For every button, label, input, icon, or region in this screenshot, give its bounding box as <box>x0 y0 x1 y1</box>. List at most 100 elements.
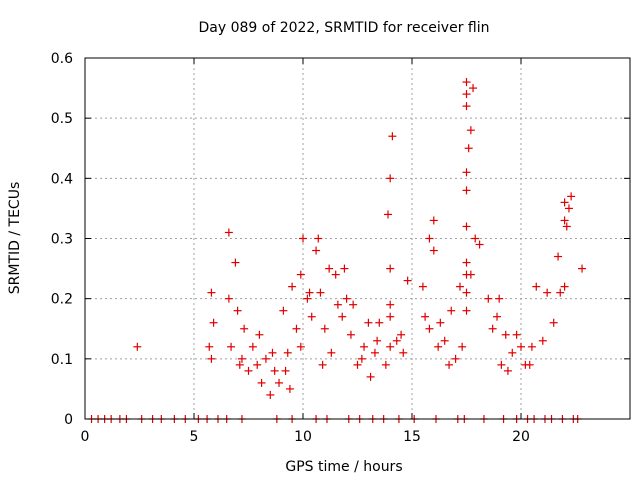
data-point <box>425 234 434 243</box>
data-point <box>462 186 471 195</box>
data-point <box>397 330 406 339</box>
data-point <box>392 336 401 345</box>
data-point <box>512 330 521 339</box>
data-point <box>466 270 475 279</box>
data-point <box>316 288 325 297</box>
data-point <box>253 360 262 369</box>
data-point <box>488 324 497 333</box>
data-point <box>133 342 142 351</box>
data-point <box>299 234 307 243</box>
y-tick-label: 0.4 <box>51 171 73 187</box>
y-axis-label: SRMTID / TECUs <box>7 182 23 295</box>
data-point <box>281 366 290 375</box>
data-points <box>87 78 587 423</box>
data-point <box>429 246 438 255</box>
data-point <box>325 264 334 273</box>
y-tick-label: 0.3 <box>51 232 73 248</box>
data-point <box>562 222 571 231</box>
data-point <box>255 330 264 339</box>
data-point <box>501 330 510 339</box>
data-point <box>447 306 456 315</box>
x-tick-label: 20 <box>512 429 530 445</box>
data-point <box>508 348 517 357</box>
data-point <box>209 318 218 327</box>
data-point <box>270 366 279 375</box>
data-point <box>279 306 288 315</box>
data-point <box>462 78 471 87</box>
data-point <box>421 312 430 321</box>
data-point <box>353 360 362 369</box>
data-point <box>331 270 340 279</box>
x-tick-label: 15 <box>403 429 421 445</box>
data-point <box>312 246 321 255</box>
data-point <box>578 264 587 273</box>
data-point <box>366 372 375 381</box>
data-point <box>340 264 349 273</box>
data-point <box>429 216 438 225</box>
data-point <box>303 294 312 303</box>
data-point <box>403 276 412 285</box>
data-point <box>469 84 478 93</box>
y-tick-label: 0.6 <box>51 51 73 67</box>
data-point <box>462 222 471 231</box>
data-point <box>338 312 347 321</box>
data-point <box>373 336 382 345</box>
data-point <box>386 174 395 183</box>
data-point <box>440 336 449 345</box>
data-point <box>364 318 373 327</box>
data-point <box>360 342 369 351</box>
data-point <box>357 354 366 363</box>
y-tick-label: 0.1 <box>51 352 73 368</box>
data-point <box>549 318 558 327</box>
data-point <box>386 264 395 273</box>
x-tick-label: 5 <box>190 429 199 445</box>
x-tick-label: 0 <box>81 429 90 445</box>
data-point <box>527 342 536 351</box>
data-point <box>425 324 434 333</box>
data-point <box>434 342 443 351</box>
data-point <box>205 342 214 351</box>
data-point <box>296 342 305 351</box>
data-point <box>475 240 484 249</box>
data-point <box>384 210 393 219</box>
data-point <box>237 354 246 363</box>
axis-ticks: 0 5 10 15 20 0 0.1 0.2 0.3 0.4 0.5 0.6 <box>51 51 631 445</box>
data-point <box>307 312 316 321</box>
data-point <box>484 294 493 303</box>
data-point <box>543 288 552 297</box>
data-point <box>497 360 506 369</box>
data-point <box>567 192 576 201</box>
data-point <box>342 294 351 303</box>
data-point <box>503 366 512 375</box>
data-point <box>283 348 292 357</box>
data-point <box>464 144 473 153</box>
data-point <box>257 378 266 387</box>
y-tick-label: 0.5 <box>51 111 73 127</box>
data-point <box>224 294 233 303</box>
x-axis-label: GPS time / hours <box>285 459 402 475</box>
data-point <box>268 348 277 357</box>
data-point <box>386 342 395 351</box>
data-point <box>346 330 355 339</box>
data-point <box>560 198 569 207</box>
data-point <box>288 282 297 291</box>
data-point <box>458 342 467 351</box>
data-point <box>296 270 305 279</box>
data-point <box>370 348 379 357</box>
chart-title: Day 089 of 2022, SRMTID for receiver fli… <box>199 20 490 36</box>
data-point <box>462 288 471 297</box>
data-point <box>327 348 336 357</box>
data-point <box>388 132 397 141</box>
data-point <box>560 282 569 291</box>
data-point <box>436 318 445 327</box>
data-point <box>318 360 327 369</box>
data-point <box>521 360 530 369</box>
data-point <box>451 354 460 363</box>
data-point <box>532 282 541 291</box>
data-point <box>349 300 358 309</box>
data-point <box>564 204 573 213</box>
data-point <box>556 288 565 297</box>
data-point <box>462 90 471 99</box>
data-point <box>231 258 240 267</box>
